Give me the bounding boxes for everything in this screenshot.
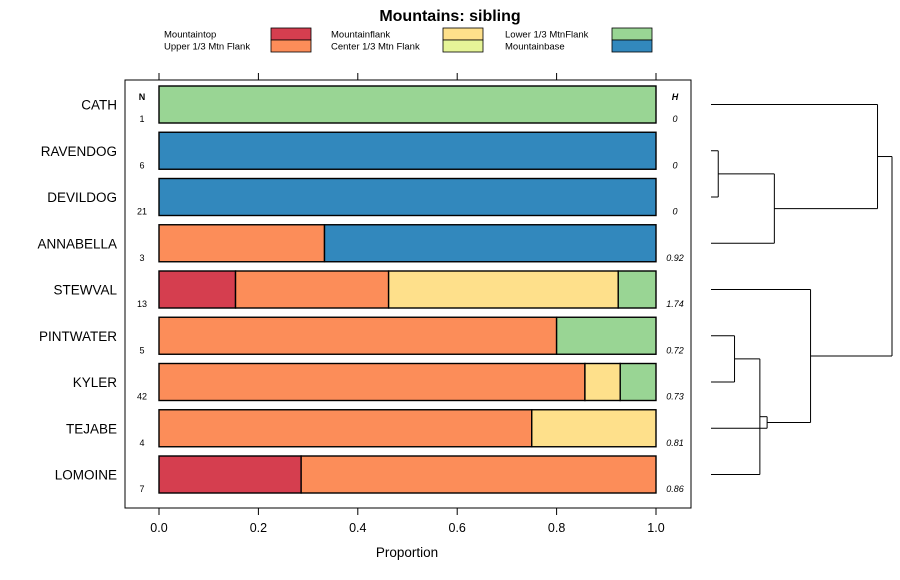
chart-title: Mountains: sibling [379,8,520,25]
x-tick-label: 0.8 [548,521,565,535]
h-value: 0.81 [666,438,684,448]
bar-segment-upper-1-3-mtn-flank [158,409,533,448]
h-value: 0.73 [666,392,684,402]
bar-segment-upper-1-3-mtn-flank [300,455,657,494]
row-ravendog: RAVENDOG 6 0 [41,131,678,170]
n-value: 42 [137,392,147,402]
legend-label-mountaintop: Mountaintop [164,30,216,41]
legend-swatch-center-1-3-mtn-flank [442,39,484,53]
n-value: 1 [139,114,144,124]
x-tick-label: 1.0 [647,521,664,535]
legend-swatch-mountaintop [270,27,312,41]
row-label: KYLER [73,375,118,390]
row-annabella: ANNABELLA 3 0.92 [37,224,684,263]
row-cath: CATH 1 0 [81,85,678,124]
h-value: 0 [672,207,677,217]
x-tick-label: 0.0 [150,521,167,535]
row-label: CATH [81,98,117,113]
bar-segment-upper-1-3-mtn-flank [158,316,558,355]
h-column-header: H [672,92,679,102]
row-devildog: DEVILDOG 21 0 [47,177,678,217]
legend-label-mountainbase: Mountainbase [505,42,565,53]
x-axis-title: Proportion [376,545,438,560]
row-label: PINTWATER [39,329,117,344]
n-value: 6 [139,160,144,170]
bar-segment-upper-1-3-mtn-flank [158,362,586,402]
bar-segment-upper-1-3-mtn-flank [158,224,326,263]
legend-label-mountainflank: Mountainflank [331,30,390,41]
row-label: RAVENDOG [41,144,117,159]
bar-segment-lower-1-3-mtnflank [555,316,657,355]
row-label: LOMOINE [55,468,117,483]
bar-rows: CATH 1 0 RAVENDOG 6 0 DEVILDOG 21 0 ANNABELLA 3 0.9… [37,85,684,494]
legend-swatch-lower-1-3-mtnflank [611,27,653,41]
bar-segment-mountainbase [158,177,657,217]
legend-label-upper-1-3-mtn-flank: Upper 1/3 Mtn Flank [164,42,250,53]
bar-segment-lower-1-3-mtnflank [619,362,657,402]
legend-swatch-mountainbase [611,39,653,53]
bottom-axis: 0.0 0.2 0.4 0.6 0.8 1.0 [150,508,665,535]
bar-segment-mountainflank [584,362,621,402]
h-value: 0.86 [666,484,684,494]
legend-swatch-mountainflank [442,27,484,41]
row-lomoine: LOMOINE 7 0.86 [55,455,684,494]
bar-segment-mountaintop [158,270,237,309]
n-value: 3 [139,253,144,263]
row-label: ANNABELLA [37,236,117,251]
x-tick-label: 0.2 [250,521,267,535]
n-value: 5 [139,345,144,355]
n-value: 7 [139,484,144,494]
legend-label-center-1-3-mtn-flank: Center 1/3 Mtn Flank [331,42,420,53]
bar-segment-mountainbase [158,131,657,170]
bar-segment-mountainflank [531,409,657,448]
n-value: 4 [139,438,144,448]
n-column-header: N [139,92,146,102]
row-kyler: KYLER 42 0.73 [73,362,684,402]
n-value: 21 [137,207,147,217]
row-stewval: STEWVAL 13 1.74 [53,270,684,309]
dendrogram [711,104,893,475]
row-tejabe: TEJABE 4 0.81 [66,409,684,448]
legend-swatch-upper-1-3-mtn-flank [270,39,312,53]
x-tick-label: 0.6 [449,521,466,535]
top-axis [158,73,657,80]
bar-segment-mountaintop [158,455,302,494]
bar-segment-lower-1-3-mtnflank [158,85,657,124]
row-label: STEWVAL [53,283,117,298]
h-value: 1.74 [666,299,684,309]
row-label: DEVILDOG [47,190,117,205]
bar-segment-upper-1-3-mtn-flank [234,270,390,309]
h-value: 0 [672,160,677,170]
x-tick-label: 0.4 [349,521,366,535]
h-value: 0.92 [666,253,684,263]
n-value: 13 [137,299,147,309]
plot-frame [124,79,692,509]
row-label: TEJABE [66,421,117,436]
bar-segment-mountainflank [387,270,619,309]
h-value: 0.72 [666,345,684,355]
bar-segment-mountainbase [323,224,657,263]
h-value: 0 [672,114,677,124]
legend-label-lower-1-3-mtnflank: Lower 1/3 MtnFlank [505,30,589,41]
bar-segment-lower-1-3-mtnflank [617,270,657,309]
row-pintwater: PINTWATER 5 0.72 [39,316,684,355]
